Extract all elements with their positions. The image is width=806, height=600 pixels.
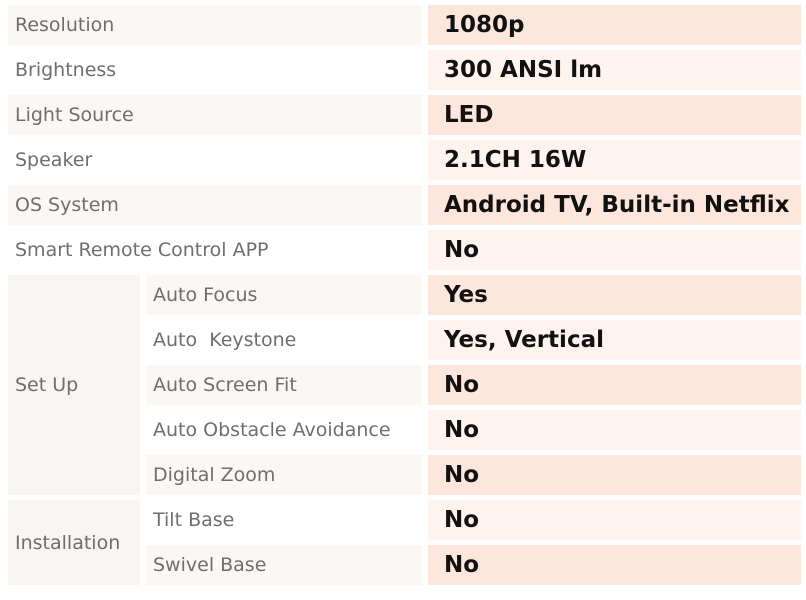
group-label-installation: Installation (8, 500, 140, 585)
spec-value-speaker: 2.1CH 16W (428, 140, 801, 180)
spec-label-os-system: OS System (8, 185, 422, 225)
spec-value-brightness: 300 ANSI lm (428, 50, 801, 90)
spec-label-auto-screen-fit: Auto Screen Fit (146, 365, 422, 405)
spec-value-auto-screen-fit: No (428, 365, 801, 405)
spec-label-auto-focus: Auto Focus (146, 275, 422, 315)
spec-label-speaker: Speaker (8, 140, 422, 180)
spec-value-auto-keystone: Yes, Vertical (428, 320, 801, 360)
spec-label-auto-obstacle-avoidance: Auto Obstacle Avoidance (146, 410, 422, 450)
spec-value-auto-focus: Yes (428, 275, 801, 315)
spec-label-resolution: Resolution (8, 5, 422, 45)
spec-label-swivel-base: Swivel Base (146, 545, 422, 585)
spec-value-resolution: 1080p (428, 5, 801, 45)
group-label-set-up: Set Up (8, 275, 140, 495)
spec-value-swivel-base: No (428, 545, 801, 585)
spec-value-digital-zoom: No (428, 455, 801, 495)
spec-label-smart-remote: Smart Remote Control APP (8, 230, 422, 270)
spec-label-auto-keystone: Auto Keystone (146, 320, 422, 360)
spec-value-tilt-base: No (428, 500, 801, 540)
spec-value-smart-remote: No (428, 230, 801, 270)
spec-value-os-system: Android TV, Built-in Netflix (428, 185, 801, 225)
spec-value-light-source: LED (428, 95, 801, 135)
spec-value-auto-obstacle-avoidance: No (428, 410, 801, 450)
spec-label-light-source: Light Source (8, 95, 422, 135)
spec-label-digital-zoom: Digital Zoom (146, 455, 422, 495)
spec-label-brightness: Brightness (8, 50, 422, 90)
spec-label-tilt-base: Tilt Base (146, 500, 422, 540)
